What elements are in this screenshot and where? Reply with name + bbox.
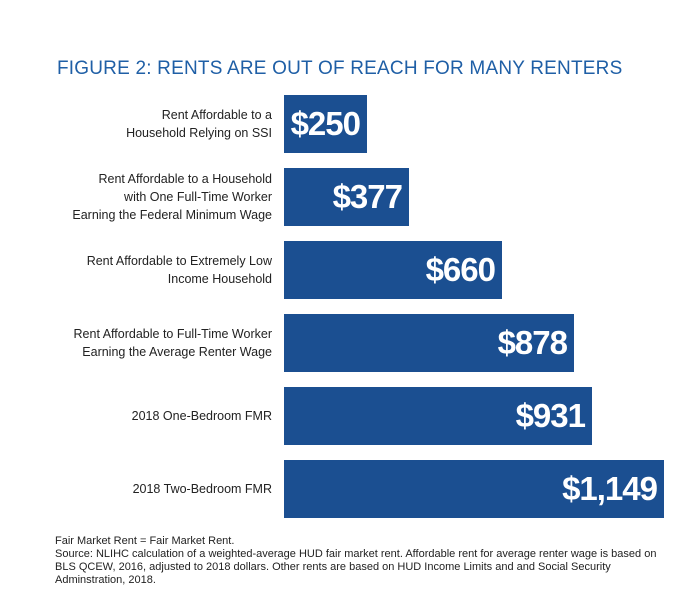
category-label: Rent Affordable to Full-Time Worker Earni… <box>12 325 272 361</box>
bar-value-label: $931 <box>515 397 586 434</box>
chart-notes: Fair Market Rent = Fair Market Rent. Sou… <box>55 535 675 587</box>
chart-title: FIGURE 2: RENTS ARE OUT OF REACH FOR MAN… <box>57 58 623 79</box>
bar-value-label: $250 <box>290 105 361 142</box>
category-label: 2018 One-Bedroom FMR <box>12 407 272 425</box>
category-label-line: with One Full-Time Worker <box>124 190 272 204</box>
bar: $250 <box>284 95 367 153</box>
category-label-line: Rent Affordable to Full-Time Worker <box>73 327 272 341</box>
bar-value-label: $377 <box>332 178 403 215</box>
bar: $1,149 <box>284 460 664 518</box>
category-label: Rent Affordable to a Household Relying on… <box>12 106 272 142</box>
category-label: Rent Affordable to a Household with One F… <box>12 170 272 224</box>
category-label-line: Income Household <box>167 272 272 286</box>
category-label-line: Earning the Average Renter Wage <box>82 345 272 359</box>
category-label-line: Rent Affordable to a Household <box>98 172 272 186</box>
bar: $377 <box>284 168 409 226</box>
category-label-line: Rent Affordable to Extremely Low <box>86 254 272 268</box>
category-label-line: Earning the Federal Minimum Wage <box>72 208 272 222</box>
bar-value-label: $1,149 <box>562 470 658 507</box>
bar: $878 <box>284 314 574 372</box>
bar-value-label: $660 <box>425 251 496 288</box>
note-source: Source: NLIHC calculation of a weighted-… <box>55 548 657 586</box>
category-label: Rent Affordable to Extremely Low Income H… <box>12 252 272 288</box>
category-label-line: Household Relying on SSI <box>126 126 272 140</box>
category-label-line: 2018 One-Bedroom FMR <box>131 409 272 423</box>
bar: $660 <box>284 241 502 299</box>
category-label: 2018 Two-Bedroom FMR <box>12 480 272 498</box>
note-line-1: Fair Market Rent = Fair Market Rent. <box>55 535 235 547</box>
bar-value-label: $878 <box>497 324 568 361</box>
bar: $931 <box>284 387 592 445</box>
category-label-line: Rent Affordable to a <box>161 108 272 122</box>
category-label-line: 2018 Two-Bedroom FMR <box>132 482 272 496</box>
